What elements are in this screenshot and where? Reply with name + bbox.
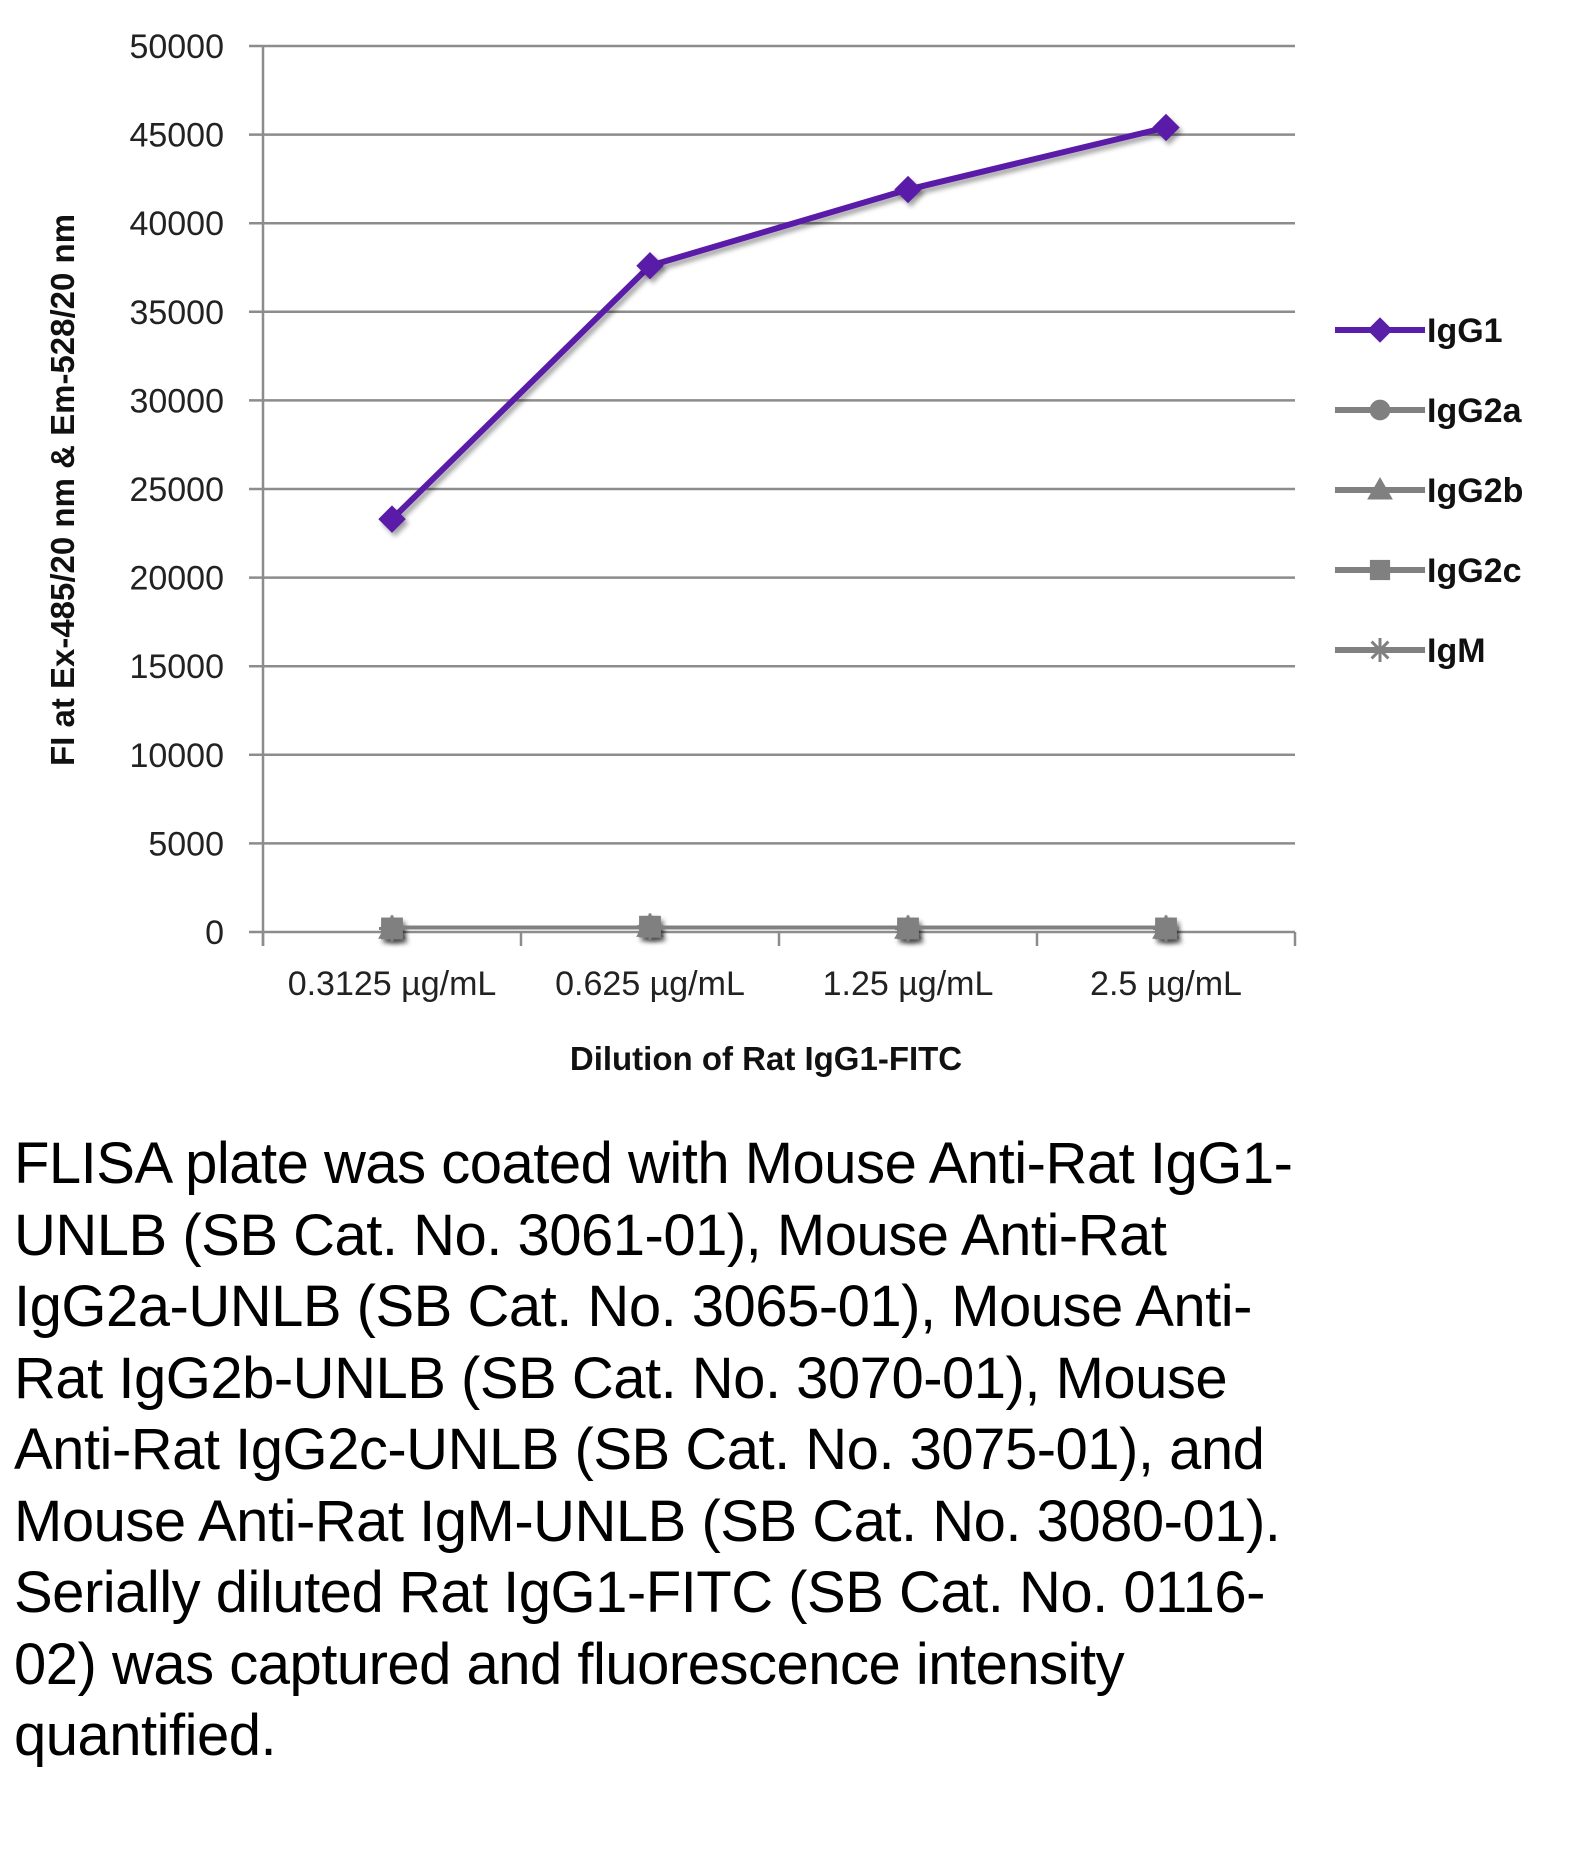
legend-marker-igg2a (1369, 399, 1391, 421)
y-axis-ticks: 0 5000 10000 15000 20000 25000 30000 35000 40000… (129, 28, 224, 952)
legend-label-igg1: IgG1 (1427, 312, 1503, 350)
data-point-igg1 (894, 175, 922, 204)
x-tick-label: 1.25 µg/mL (823, 965, 994, 1003)
y-tick-label: 15000 (129, 648, 224, 686)
y-tick-label: 20000 (129, 560, 224, 598)
data-point-igm (637, 913, 663, 940)
legend-marker-igm (1368, 638, 1392, 662)
data-point-igm (895, 915, 921, 942)
y-tick-label: 25000 (129, 471, 224, 509)
y-tick-label: 50000 (129, 28, 224, 66)
y-tick-label: 10000 (129, 737, 224, 775)
x-axis: 0.3125 µg/mL 0.625 µg/mL 1.25 µg/mL 2.5 µg/… (249, 46, 1297, 1003)
x-tick-label: 0.3125 µg/mL (288, 965, 497, 1003)
x-axis-title: Dilution of Rat IgG1-FITC (570, 1040, 962, 1077)
legend-marker-igg2c (1369, 559, 1391, 581)
legend-label-igg2a: IgG2a (1427, 392, 1523, 430)
y-tick-label: 0 (205, 914, 224, 952)
legend: IgG1 IgG2a IgG2b IgG2c IgM (1335, 312, 1523, 670)
figure-caption: FLISA plate was coated with Mouse Anti-R… (14, 1131, 1293, 1768)
legend-marker-igg2b (1367, 476, 1393, 500)
gridlines (249, 44, 1295, 845)
data-point-igm (379, 915, 405, 942)
series-line-igg1 (389, 124, 1167, 522)
legend-label-igg2c: IgG2c (1427, 552, 1521, 590)
data-point-igg1 (636, 252, 664, 280)
y-tick-label: 5000 (148, 825, 224, 863)
data-point-igg1 (378, 505, 406, 533)
y-axis-title: FI at Ex-485/20 nm & Em-528/20 nm (44, 214, 81, 766)
legend-label-igm: IgM (1427, 632, 1486, 670)
legend-marker-igg1 (1367, 317, 1393, 343)
x-tick-label: 0.625 µg/mL (555, 965, 745, 1003)
y-tick-label: 45000 (129, 117, 224, 155)
y-tick-label: 30000 (129, 382, 224, 420)
line-chart: 0 5000 10000 15000 20000 25000 30000 35000 40000… (44, 28, 1523, 1077)
y-tick-label: 40000 (129, 205, 224, 243)
data-point-igm (1153, 915, 1179, 942)
data-point-igg1 (1152, 113, 1180, 142)
series-line-igm (391, 923, 1166, 932)
legend-label-igg2b: IgG2b (1427, 472, 1523, 510)
x-tick-label: 2.5 µg/mL (1090, 965, 1242, 1003)
y-tick-label: 35000 (129, 294, 224, 332)
series-group (378, 113, 1180, 942)
